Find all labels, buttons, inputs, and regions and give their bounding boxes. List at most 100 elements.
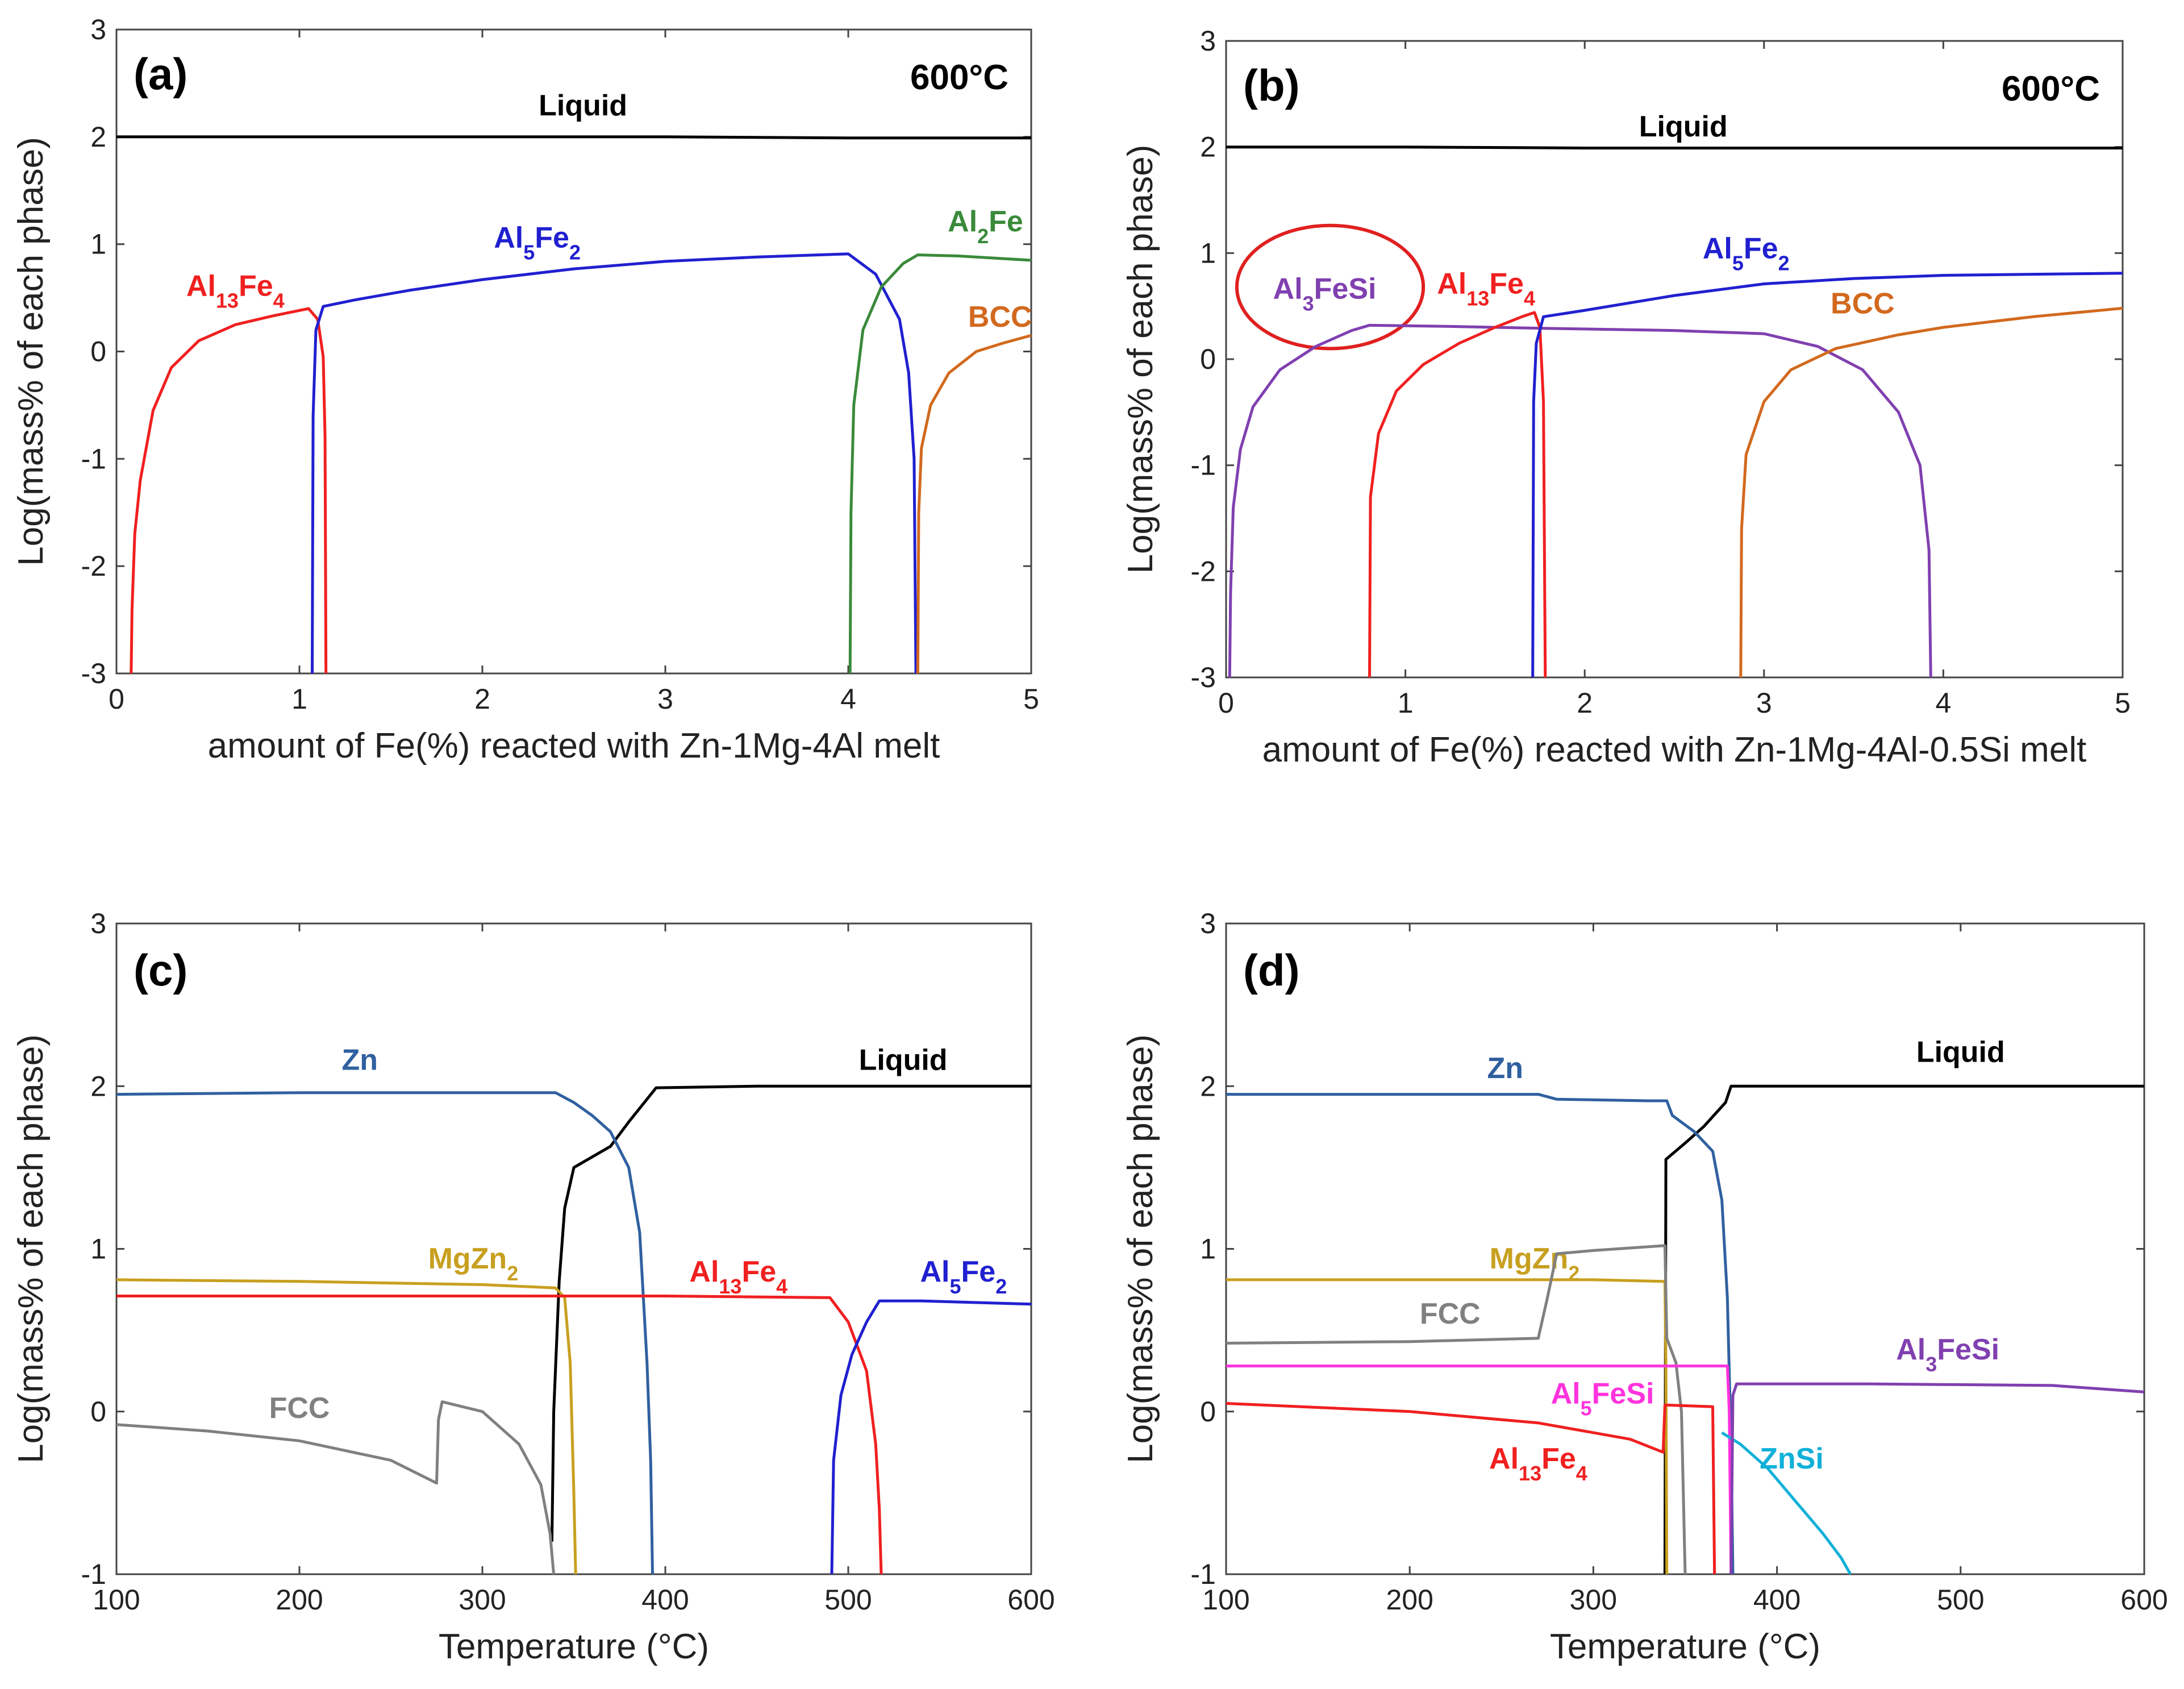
series-label-fcc: FCC bbox=[1420, 1297, 1481, 1330]
series-line-bcc bbox=[916, 334, 1032, 674]
y-tick-label: 2 bbox=[1200, 1070, 1216, 1102]
series-label-al13fe4: Al13Fe4 bbox=[1489, 1442, 1587, 1485]
y-tick-label: 1 bbox=[1200, 1233, 1216, 1265]
panel-label: (d) bbox=[1243, 945, 1300, 995]
x-tick-label: 200 bbox=[1386, 1584, 1433, 1616]
y-tick-label: -1 bbox=[81, 443, 106, 475]
series-line-fcc bbox=[1226, 1244, 1687, 1575]
y-tick-label: -1 bbox=[1191, 1558, 1216, 1590]
series-line-al13fe4 bbox=[130, 307, 328, 674]
series-label-al13fe4: Al13Fe4 bbox=[689, 1255, 787, 1298]
series-line-al2fe bbox=[848, 253, 1032, 674]
series-line-liquid bbox=[1663, 1084, 2144, 1575]
series-line-al5fe2 bbox=[1531, 272, 2123, 678]
y-tick-label: -1 bbox=[81, 1558, 106, 1590]
y-tick-label: 0 bbox=[1200, 343, 1216, 375]
series-label-liquid: Liquid bbox=[539, 89, 627, 122]
panel-label: (b) bbox=[1243, 60, 1300, 110]
y-tick-label: 0 bbox=[90, 336, 106, 368]
series-line-al13fe4 bbox=[116, 1295, 883, 1575]
y-axis-label: Log(mass% of each phase) bbox=[1121, 1034, 1160, 1463]
y-tick-label: 0 bbox=[1200, 1396, 1216, 1428]
series-label-fcc: FCC bbox=[269, 1392, 330, 1425]
y-tick-label: 3 bbox=[1200, 908, 1216, 939]
x-tick-label: 4 bbox=[840, 683, 856, 715]
plot-frame bbox=[115, 28, 1032, 675]
x-tick-label: 300 bbox=[459, 1584, 506, 1616]
series-label-mgzn2: MgZn2 bbox=[1490, 1242, 1580, 1285]
temperature-label: 600°C bbox=[2002, 69, 2100, 109]
chart-panel-c: 100 200 300 400 500 600 -1 0 1 2 3 Temperature (°C)… bbox=[11, 908, 1055, 1666]
series-line-al3fesi bbox=[1228, 323, 1932, 678]
x-tick-label: 2 bbox=[1577, 687, 1593, 719]
y-tick-label: 0 bbox=[90, 1396, 106, 1428]
series-label-liquid: Liquid bbox=[1916, 1035, 2005, 1068]
x-tick-label: 3 bbox=[1756, 687, 1772, 719]
series-line-zn bbox=[116, 1091, 654, 1575]
x-axis-label: Temperature (°C) bbox=[1550, 1627, 1820, 1666]
chart-panel-b: 0 1 2 3 4 5 -3 -2 -1 0 1 2 3 amount of Fe(%) reacted … bbox=[1121, 25, 2131, 769]
series-label-al13fe4: Al13Fe4 bbox=[186, 269, 285, 312]
series-line-fcc bbox=[116, 1400, 556, 1575]
x-tick-label: 500 bbox=[824, 1584, 872, 1616]
series-line-bcc bbox=[1739, 306, 2123, 678]
x-tick-label: 400 bbox=[1753, 1584, 1800, 1616]
series-label-al5fesi: Al5FeSi bbox=[1551, 1377, 1654, 1420]
series-line-al13fe4 bbox=[1368, 311, 1547, 678]
y-tick-label: -3 bbox=[81, 658, 106, 689]
y-tick-label: 1 bbox=[1200, 237, 1216, 269]
y-axis-label: Log(mass% of each phase) bbox=[11, 1034, 51, 1463]
panel-label: (c) bbox=[134, 945, 187, 995]
series-line-liquid bbox=[1226, 145, 2123, 149]
series-label-al5fe2: Al5Fe2 bbox=[1703, 232, 1790, 275]
y-axis-label: Log(mass% of each phase) bbox=[11, 137, 51, 566]
y-tick-label: 1 bbox=[90, 228, 106, 260]
x-tick-label: 5 bbox=[1023, 683, 1039, 715]
y-tick-label: 3 bbox=[90, 908, 106, 939]
temperature-label: 600°C bbox=[910, 58, 1008, 97]
y-axis-label: Log(mass% of each phase) bbox=[1121, 145, 1160, 574]
x-tick-label: 0 bbox=[1218, 687, 1234, 719]
x-tick-label: 0 bbox=[109, 683, 124, 715]
series-line-al5fe2 bbox=[830, 1299, 1032, 1575]
x-tick-label: 4 bbox=[1935, 687, 1951, 719]
x-tick-label: 2 bbox=[474, 683, 490, 715]
series-label-al5fe2: Al5Fe2 bbox=[494, 221, 581, 264]
x-tick-label: 1 bbox=[291, 683, 307, 715]
chart-panel-a: 0 1 2 3 4 5 -3 -2 -1 0 1 2 3 amount of Fe(%) reacted … bbox=[11, 14, 1039, 766]
series-label-liquid: Liquid bbox=[1639, 110, 1728, 143]
series-line-zn bbox=[1226, 1093, 1735, 1575]
x-tick-label: 200 bbox=[276, 1584, 323, 1616]
highlight-circle bbox=[1235, 223, 1426, 351]
x-tick-label: 100 bbox=[93, 1584, 140, 1616]
x-tick-label: 300 bbox=[1570, 1584, 1617, 1616]
series-line-liquid bbox=[550, 1084, 1031, 1542]
series-line-mgzn2 bbox=[1226, 1278, 1669, 1575]
series-label-al5fe2: Al5Fe2 bbox=[920, 1255, 1007, 1298]
series-line-mgzn2 bbox=[116, 1278, 577, 1575]
series-line-al3fesi bbox=[1729, 1382, 2145, 1575]
y-tick-label: 1 bbox=[90, 1233, 106, 1265]
series-label-al13fe4: Al13Fe4 bbox=[1437, 267, 1535, 310]
y-tick-label: 2 bbox=[90, 1070, 106, 1102]
x-tick-label: 600 bbox=[2120, 1584, 2168, 1616]
series-label-bcc: BCC bbox=[968, 301, 1032, 334]
x-tick-label: 3 bbox=[657, 683, 673, 715]
series-label-zn: Zn bbox=[1487, 1052, 1523, 1085]
y-tick-label: -3 bbox=[1191, 662, 1216, 693]
y-tick-label: 2 bbox=[1200, 131, 1216, 163]
x-axis-label: amount of Fe(%) reacted with Zn-1Mg-4Al … bbox=[208, 726, 940, 766]
series-line-znsi bbox=[1721, 1431, 1852, 1575]
x-tick-label: 400 bbox=[641, 1584, 689, 1616]
series-label-znsi: ZnSi bbox=[1760, 1442, 1824, 1475]
series-line-al5fesi bbox=[1226, 1364, 1733, 1575]
y-tick-label: 2 bbox=[90, 121, 106, 153]
panel-label: (a) bbox=[134, 49, 187, 99]
y-tick-label: -2 bbox=[1191, 555, 1216, 587]
series-label-zn: Zn bbox=[341, 1044, 378, 1077]
series-label-al3fesi: Al3FeSi bbox=[1896, 1333, 1999, 1376]
y-tick-label: -2 bbox=[81, 550, 106, 582]
series-line-al5fe2 bbox=[311, 252, 918, 674]
plot-frame bbox=[1225, 922, 2145, 1575]
